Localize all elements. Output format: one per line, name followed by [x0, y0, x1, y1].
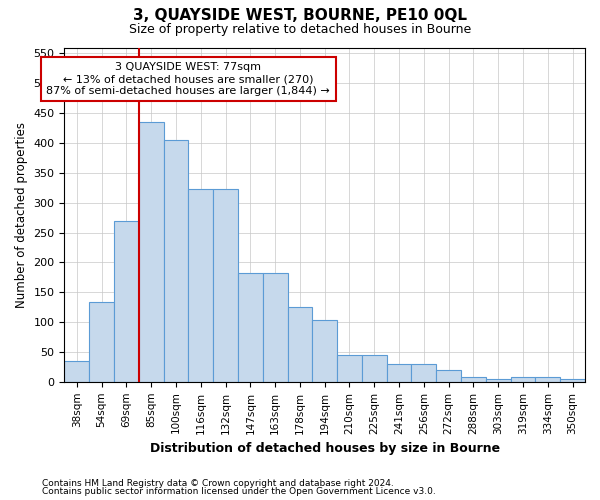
Bar	[436, 370, 461, 382]
Bar	[263, 273, 287, 382]
Bar	[337, 355, 362, 382]
Bar	[486, 379, 511, 382]
Bar	[535, 377, 560, 382]
Bar	[188, 189, 213, 382]
Y-axis label: Number of detached properties: Number of detached properties	[15, 122, 28, 308]
Bar	[238, 273, 263, 382]
Bar	[64, 361, 89, 382]
Text: Size of property relative to detached houses in Bourne: Size of property relative to detached ho…	[129, 22, 471, 36]
Text: Contains public sector information licensed under the Open Government Licence v3: Contains public sector information licen…	[42, 487, 436, 496]
Text: 3, QUAYSIDE WEST, BOURNE, PE10 0QL: 3, QUAYSIDE WEST, BOURNE, PE10 0QL	[133, 8, 467, 22]
Bar	[412, 364, 436, 382]
Bar	[313, 320, 337, 382]
X-axis label: Distribution of detached houses by size in Bourne: Distribution of detached houses by size …	[149, 442, 500, 455]
Bar	[511, 377, 535, 382]
Bar	[461, 377, 486, 382]
Bar	[560, 379, 585, 382]
Bar	[139, 122, 164, 382]
Bar	[89, 302, 114, 382]
Bar	[362, 355, 386, 382]
Bar	[114, 220, 139, 382]
Bar	[213, 189, 238, 382]
Text: 3 QUAYSIDE WEST: 77sqm
← 13% of detached houses are smaller (270)
87% of semi-de: 3 QUAYSIDE WEST: 77sqm ← 13% of detached…	[46, 62, 330, 96]
Text: Contains HM Land Registry data © Crown copyright and database right 2024.: Contains HM Land Registry data © Crown c…	[42, 478, 394, 488]
Bar	[164, 140, 188, 382]
Bar	[386, 364, 412, 382]
Bar	[287, 306, 313, 382]
